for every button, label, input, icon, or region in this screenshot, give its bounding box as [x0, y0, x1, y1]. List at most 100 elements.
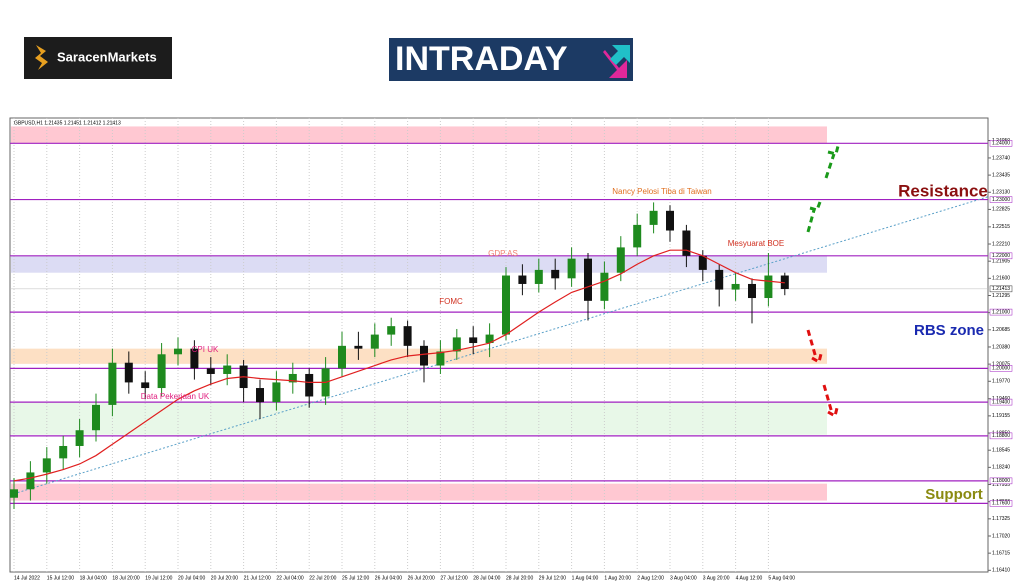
y-tick-label: 1.21295: [992, 293, 1010, 299]
zone-label: Resistance: [898, 181, 988, 200]
level-tag: [989, 432, 1013, 440]
candle-body: [354, 345, 363, 349]
candle-body: [288, 373, 297, 383]
candle-body: [616, 247, 625, 273]
trend-line: [9, 196, 989, 496]
x-tick-label: 26 Jul 20:00: [408, 575, 435, 581]
candle-body: [698, 255, 707, 270]
y-tick-label: 1.21905: [992, 259, 1010, 265]
x-tick-label: 5 Aug 04:00: [768, 575, 795, 581]
y-tick-label: 1.22825: [992, 207, 1010, 213]
x-tick-label: 28 Jul 20:00: [506, 575, 533, 581]
brand-icon: [35, 45, 48, 70]
x-tick-label: 20 Jul 20:00: [211, 575, 238, 581]
down-arrow: [822, 384, 839, 419]
x-tick-label: 4 Aug 12:00: [736, 575, 763, 581]
y-tick-label: 1.16410: [992, 568, 1010, 574]
candle-body: [59, 445, 68, 459]
candle-body: [584, 258, 592, 301]
candle-body: [731, 283, 740, 290]
candle-body: [338, 345, 346, 369]
chart-title: GBPUSD,H1 1.21435 1.21451 1.21412 1.2141…: [14, 120, 121, 126]
annotation: Nancy Pelosi Tiba di Taiwan: [612, 187, 711, 196]
intraday-text: INTRADAY: [395, 40, 568, 78]
x-tick-label: 2 Aug 12:00: [637, 575, 664, 581]
candle-body: [256, 388, 264, 403]
candle-body: [75, 430, 84, 446]
candle-body: [436, 351, 445, 366]
candle-body: [124, 362, 133, 383]
annotation: Data Pekerjaan UK: [141, 392, 210, 401]
annotation: Mesyuarat BOE: [728, 239, 784, 248]
y-tick-label: 1.18545: [992, 448, 1010, 454]
y-tick-label: 1.23435: [992, 172, 1010, 178]
candle-body: [141, 382, 150, 389]
candle-body: [518, 275, 527, 284]
brand-name: SaracenMarkets: [57, 49, 157, 64]
y-tick-label: 1.17935: [992, 482, 1010, 488]
candle-body: [190, 348, 199, 369]
y-tick-label: 1.17020: [992, 533, 1010, 539]
y-tick-label: 1.21600: [992, 276, 1010, 282]
candle-body: [682, 230, 691, 256]
candle-body: [666, 210, 674, 231]
brand-logo: [24, 37, 172, 79]
level-tag: [989, 365, 1013, 372]
annotation: CPI UK: [192, 345, 219, 354]
y-tick-label: 1.20685: [992, 327, 1010, 333]
y-tick-label: 1.23740: [992, 155, 1010, 161]
candle-body: [403, 326, 412, 346]
x-tick-label: 3 Aug 04:00: [670, 575, 697, 581]
x-tick-label: 1 Aug 04:00: [572, 575, 599, 581]
candle-body: [42, 458, 51, 473]
level-label: 1.17600: [992, 501, 1010, 507]
level-tag: [989, 398, 1013, 406]
candle-body: [272, 382, 281, 403]
plot-frame: [9, 117, 989, 573]
y-tick-label: 1.19770: [992, 379, 1010, 385]
x-tick-label: 15 Jul 12:00: [47, 575, 74, 581]
level-label: 1.21000: [992, 309, 1010, 315]
y-tick-label: 1.22210: [992, 241, 1010, 247]
down-arrow: [806, 329, 823, 365]
up-arrow: [806, 201, 822, 233]
candle-body: [534, 269, 543, 284]
candle-body: [469, 337, 478, 344]
level-tag: [989, 500, 1013, 507]
level-tag: [989, 477, 1013, 485]
candle-body: [485, 334, 494, 344]
zone: [11, 348, 827, 364]
zone-label: Support: [925, 486, 983, 503]
y-tick-label: 1.20075: [992, 361, 1010, 367]
candle-body: [633, 224, 642, 248]
annotation: FOMC: [439, 297, 463, 306]
candle-body: [715, 269, 724, 290]
current-tag: [989, 285, 1013, 293]
logo-arrow: [610, 45, 630, 65]
zone: [11, 402, 827, 435]
level-tag: [989, 308, 1013, 316]
y-tick-label: 1.18240: [992, 465, 1010, 471]
candle-body: [206, 368, 215, 374]
y-tick-label: 1.22515: [992, 224, 1010, 230]
candle-body: [370, 334, 379, 349]
level-tag: [989, 252, 1013, 260]
y-tick-label: 1.19155: [992, 413, 1010, 419]
candle-body: [10, 489, 18, 498]
candle-body: [420, 345, 428, 366]
candle-body: [108, 362, 117, 405]
y-tick-label: 1.23130: [992, 190, 1010, 196]
level-tag: [989, 196, 1013, 203]
candle-body: [174, 348, 182, 355]
level-label: 1.24000: [992, 141, 1010, 147]
x-tick-label: 18 Jul 04:00: [80, 575, 107, 581]
candle-body: [26, 472, 35, 490]
candle-body: [305, 373, 314, 397]
candle-body: [452, 337, 461, 352]
x-tick-label: 14 Jul 2022: [14, 575, 40, 581]
x-tick-label: 25 Jul 12:00: [342, 575, 369, 581]
x-tick-label: 22 Jul 04:00: [276, 575, 303, 581]
x-tick-label: 19 Jul 12:00: [145, 575, 172, 581]
candle-body: [649, 210, 658, 225]
